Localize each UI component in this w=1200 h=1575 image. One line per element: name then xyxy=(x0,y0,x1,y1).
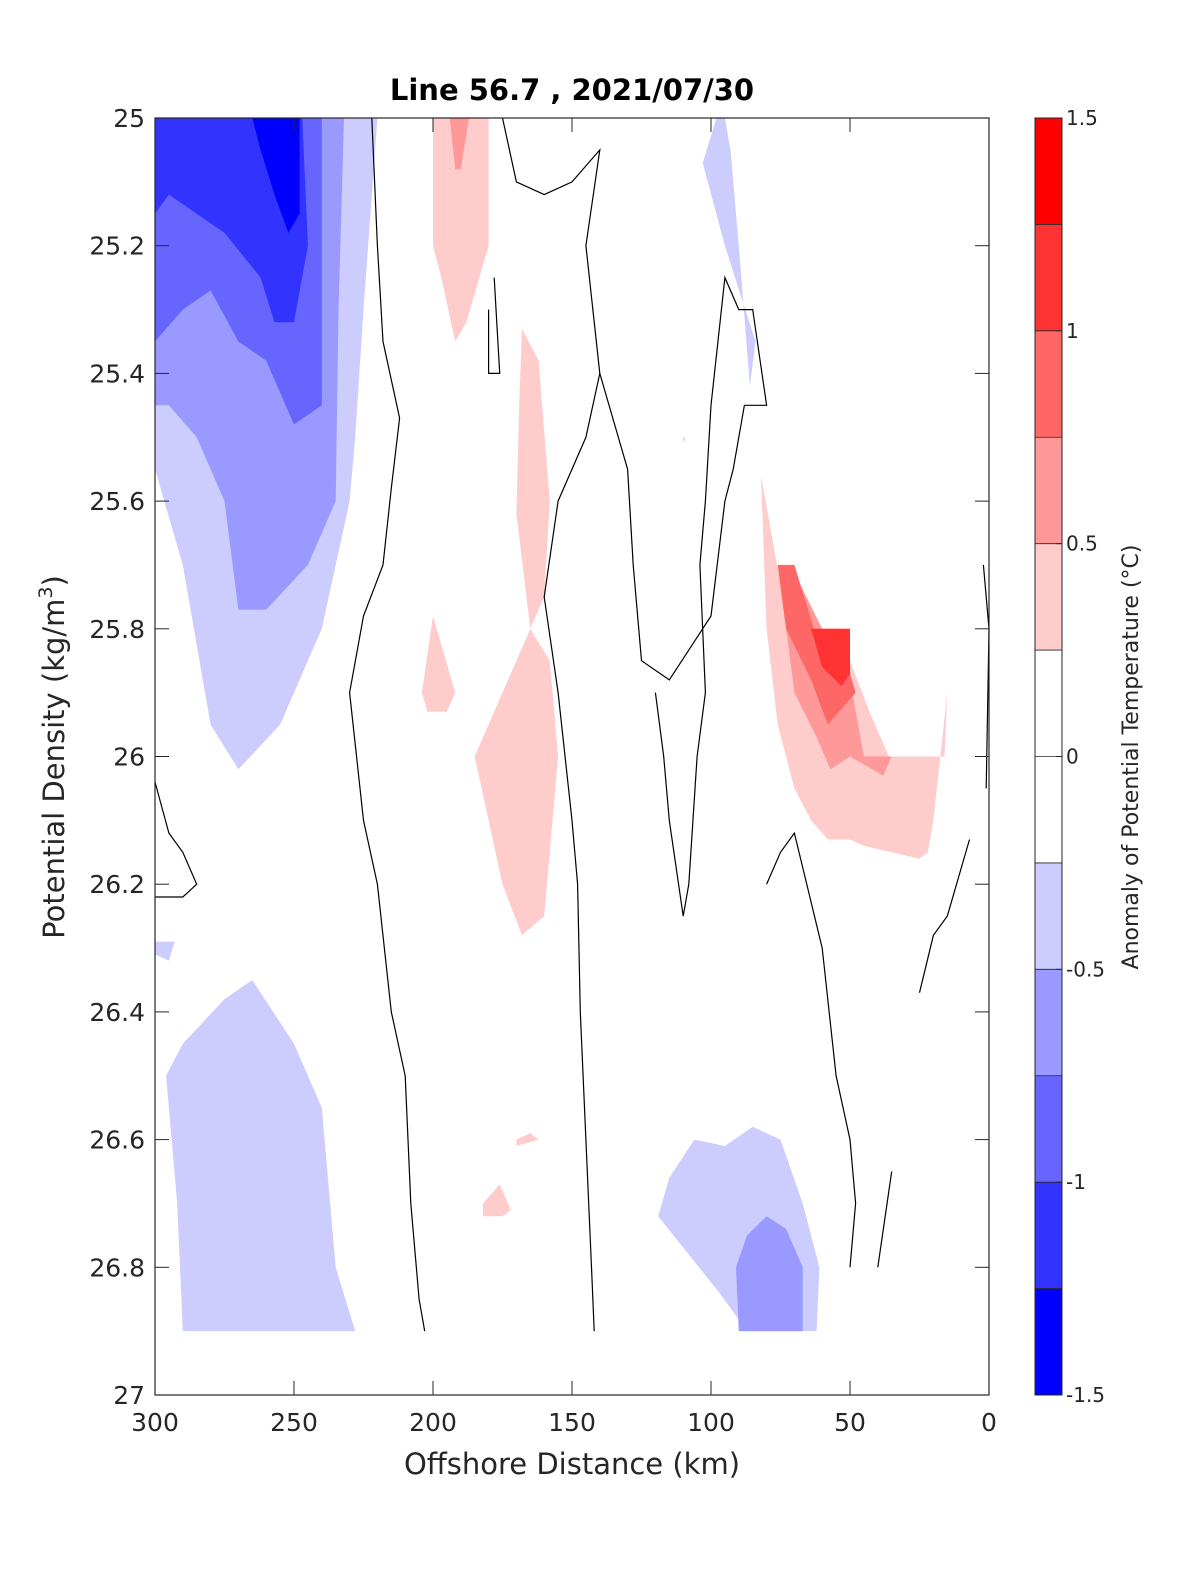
x-axis-ticks: 300 250 200 150 100 50 0 xyxy=(131,118,997,1437)
y-tick-label: 25.8 xyxy=(89,615,145,644)
x-axis-label: Offshore Distance (km) xyxy=(404,1447,740,1481)
contour-line-2 xyxy=(501,117,601,1332)
colorbar-band-8 xyxy=(1035,862,1062,970)
colorbar-tick-label: -1.5 xyxy=(1066,1383,1105,1407)
y-tick-label: 26.6 xyxy=(89,1126,145,1155)
x-tick-label: 200 xyxy=(409,1408,457,1437)
colorbar-tick-label: 1.5 xyxy=(1066,106,1098,130)
y-tick-label: 26.8 xyxy=(89,1253,145,1282)
filled-contour-regions xyxy=(155,118,948,1332)
colorbar-label: Anomaly of Potential Temperature (°C) xyxy=(1119,545,1144,970)
colorbar-band-3 xyxy=(1035,330,1062,438)
contour-region-10 xyxy=(736,1216,803,1332)
colorbar: 1.5 1 0.5 0 -0.5 -1 -1.5 xyxy=(1034,106,1105,1407)
contour-region-14 xyxy=(474,628,559,936)
chart-title: Line 56.7 , 2021/07/30 xyxy=(390,73,754,107)
y-axis-label-superscript: 3 xyxy=(35,586,57,598)
plot-area: 300 250 200 150 100 50 0 2525.225.425.625.8262… xyxy=(89,104,997,1437)
contour-region-6 xyxy=(166,980,356,1332)
contour-region-22 xyxy=(683,437,686,444)
y-tick-label: 25 xyxy=(113,104,145,133)
contour-region-16 xyxy=(516,1133,539,1146)
colorbar-tick-label: -0.5 xyxy=(1066,957,1105,981)
colorbar-band-2 xyxy=(1035,224,1062,331)
colorbar-band-10 xyxy=(1035,1075,1062,1183)
x-tick-label: 300 xyxy=(131,1408,179,1437)
colorbar-tick-label: 1 xyxy=(1066,319,1079,343)
contour-region-5 xyxy=(252,118,300,233)
contour-region-13 xyxy=(516,328,550,629)
contour-line-4 xyxy=(599,275,768,917)
y-tick-label: 25.4 xyxy=(89,359,145,388)
y-axis-label: Potential Density (kg/m3) xyxy=(35,575,71,939)
y-tick-label: 27 xyxy=(113,1381,145,1410)
x-tick-label: 0 xyxy=(981,1408,997,1437)
contour-lines xyxy=(154,117,990,1332)
colorbar-band-7 xyxy=(1035,756,1062,863)
colorbar-band-9 xyxy=(1035,969,1062,1076)
contour-line-3 xyxy=(488,277,501,374)
contour-line-9 xyxy=(877,1171,893,1268)
y-tick-label: 26.2 xyxy=(89,870,145,899)
y-axis-label-main: Potential Density (kg/m xyxy=(37,599,71,939)
colorbar-band-1 xyxy=(1035,118,1062,225)
x-tick-label: 100 xyxy=(687,1408,735,1437)
colorbar-tick-label: 0.5 xyxy=(1066,532,1098,556)
colorbar-bands xyxy=(1035,117,1062,1395)
contour-region-11 xyxy=(433,118,489,342)
colorbar-band-6 xyxy=(1035,650,1062,757)
contour-region-15 xyxy=(421,616,456,712)
y-tick-label: 25.2 xyxy=(89,232,145,261)
colorbar-tick-label: 0 xyxy=(1066,745,1079,769)
colorbar-band-12 xyxy=(1035,1288,1062,1395)
contour-region-12 xyxy=(449,118,470,170)
x-tick-label: 150 xyxy=(548,1408,596,1437)
colorbar-band-11 xyxy=(1035,1182,1062,1289)
y-tick-label: 25.6 xyxy=(89,487,145,516)
x-tick-label: 250 xyxy=(270,1408,318,1437)
colorbar-band-4 xyxy=(1035,437,1062,544)
contour-line-1 xyxy=(348,117,426,1332)
contour-region-8 xyxy=(702,118,756,387)
contour-region-21 xyxy=(811,628,850,687)
contour-region-17 xyxy=(483,1184,511,1217)
colorbar-ticks: 1.5 1 0.5 0 -0.5 -1 -1.5 xyxy=(1056,106,1105,1407)
colorbar-band-5 xyxy=(1035,543,1062,651)
y-axis-ticks: 25 25.2 25.4 25.6 25.8 26 26.2 26.4 26.6 26.8 27 xyxy=(89,104,989,1410)
x-tick-label: 50 xyxy=(834,1408,866,1437)
contour-line-8 xyxy=(918,839,971,993)
y-tick-label: 26.4 xyxy=(89,998,145,1027)
contour-region-18 xyxy=(761,475,948,859)
contour-line-6 xyxy=(154,781,198,898)
colorbar-tick-label: -1 xyxy=(1066,1170,1086,1194)
contour-line-5 xyxy=(766,831,857,1268)
y-tick-label: 26 xyxy=(113,743,145,772)
contour-region-7 xyxy=(155,941,175,961)
y-axis-label-tail: ) xyxy=(37,575,71,586)
